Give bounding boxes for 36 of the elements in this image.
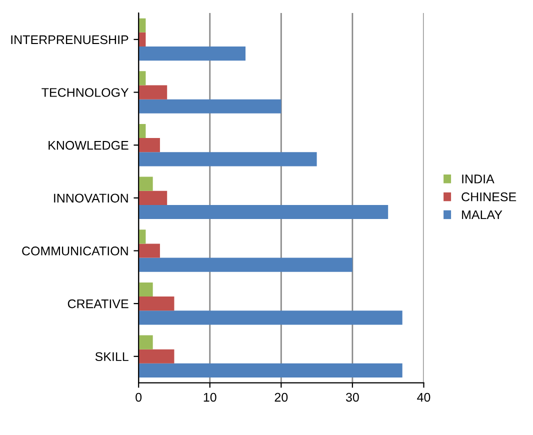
y-tick-label: TECHNOLOGY bbox=[42, 88, 129, 97]
x-tick-label: 40 bbox=[417, 392, 430, 402]
y-tick-label: INTERPRENUESHIP bbox=[11, 35, 128, 44]
x-tick-label: 10 bbox=[204, 392, 216, 402]
y-tick-label: KNOWLEDGE bbox=[48, 140, 128, 150]
bar bbox=[138, 124, 146, 138]
bar bbox=[138, 190, 168, 205]
y-tick-label: COMMUNICATION bbox=[22, 246, 128, 256]
x-tick-label: 20 bbox=[274, 392, 288, 402]
bar bbox=[138, 230, 146, 244]
bar bbox=[138, 32, 146, 47]
bar bbox=[138, 310, 402, 325]
y-tick-label: INNOVATION bbox=[54, 194, 128, 203]
y-tick-label: SKILL bbox=[95, 352, 128, 362]
bar bbox=[138, 18, 146, 32]
bar bbox=[138, 258, 352, 272]
bar bbox=[138, 244, 160, 258]
y-tick-label: CREATIVE bbox=[68, 299, 128, 308]
x-tick-label: 0 bbox=[136, 392, 142, 402]
bar bbox=[138, 85, 168, 100]
bar bbox=[138, 335, 153, 350]
bar bbox=[138, 363, 402, 378]
bar bbox=[138, 349, 174, 364]
legend-label: MALAY bbox=[462, 210, 502, 220]
bar bbox=[138, 152, 317, 166]
bar bbox=[138, 296, 174, 311]
bar bbox=[138, 176, 153, 191]
bar bbox=[138, 282, 153, 297]
legend-label: INDIA bbox=[462, 174, 494, 184]
x-tick-label: 30 bbox=[346, 392, 359, 402]
legend-label: CHINESE bbox=[462, 192, 516, 202]
bar bbox=[138, 204, 388, 220]
bar bbox=[138, 46, 246, 61]
bar bbox=[138, 71, 146, 86]
bar bbox=[138, 99, 282, 114]
bar bbox=[138, 138, 160, 152]
